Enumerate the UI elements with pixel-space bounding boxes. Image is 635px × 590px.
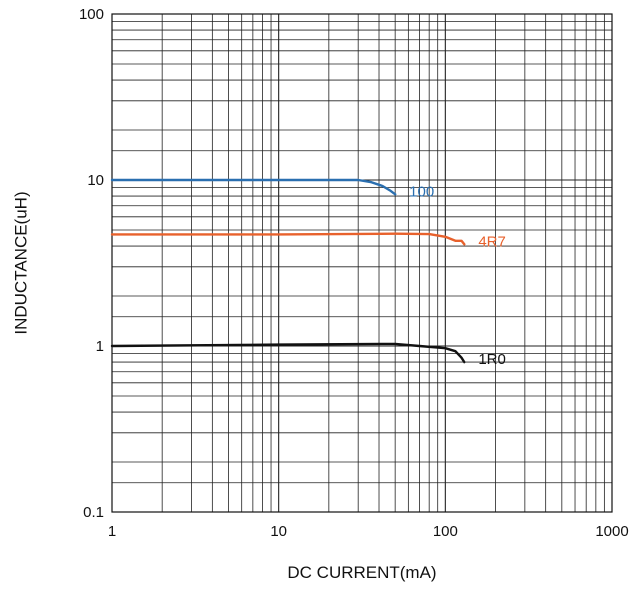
- series-line-1R0: [110, 342, 466, 364]
- x-tick-label: 1000: [595, 523, 628, 540]
- x-tick-label: 10: [270, 523, 287, 540]
- x-axis-title: DC CURRENT(mA): [287, 563, 436, 582]
- series-labels: 100 4R7 1R0: [409, 183, 506, 368]
- x-tick-labels: 1 10 100 1000: [108, 523, 629, 540]
- series-lines: [110, 178, 466, 364]
- x-tick-label: 1: [108, 523, 116, 540]
- y-tick-label: 10: [87, 172, 104, 189]
- y-axis-title: INDUCTANCE(uH): [11, 191, 30, 334]
- y-tick-labels: 0.1 1 10 100: [79, 6, 104, 521]
- series-label-100: 100: [409, 183, 434, 200]
- x-tick-label: 100: [433, 523, 458, 540]
- series-label-4R7: 4R7: [478, 233, 506, 250]
- grid: [112, 14, 612, 512]
- series-line-100: [110, 178, 397, 196]
- series-label-1R0: 1R0: [478, 351, 506, 368]
- plot-frame: [111, 13, 613, 513]
- y-tick-label: 1: [96, 338, 104, 355]
- series-line-4R7: [110, 232, 466, 246]
- y-tick-label: 100: [79, 6, 104, 23]
- y-tick-label: 0.1: [83, 504, 104, 521]
